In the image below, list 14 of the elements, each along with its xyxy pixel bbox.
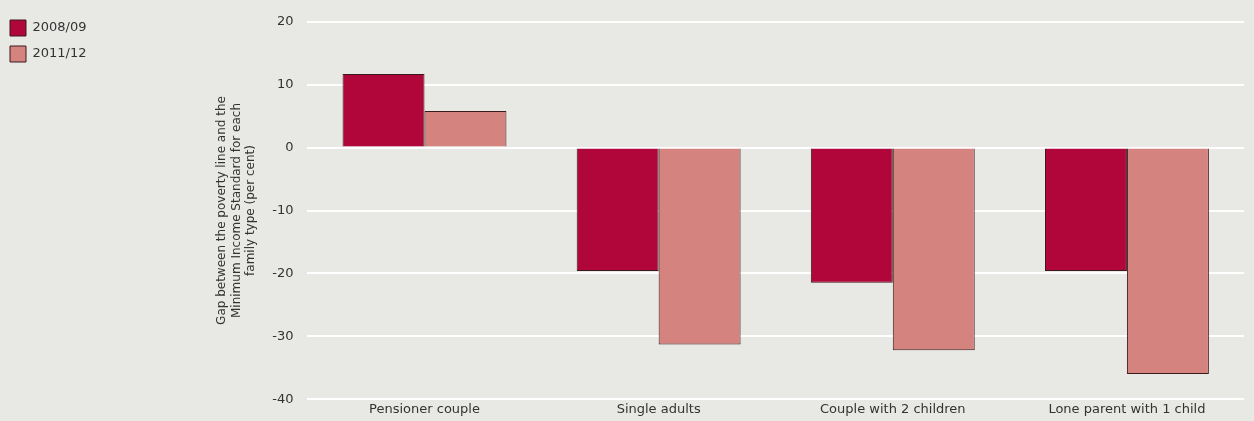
y-tick-label: 0 [285,138,294,154]
y-axis-title: Gap between the poverty line and the Minimum Income Standard for each family type (per cent) [214,96,258,325]
y-tick-label: -30 [272,327,294,343]
legend-label: 2008/09 [32,19,87,35]
legend-label: 2011/12 [32,45,87,61]
y-tick-label: 10 [276,76,294,92]
x-tick-label: Lone parent with 1 child [1048,401,1206,417]
y-tick-label: 20 [276,13,294,29]
x-tick-label: Pensioner couple [369,401,480,417]
y-tick-label: -10 [272,201,294,217]
x-tick-label: Couple with 2 children [820,401,966,417]
y-tick-label: -40 [272,390,294,406]
y-tick-label: -20 [272,264,294,280]
x-tick-label: Single adults [616,401,701,417]
